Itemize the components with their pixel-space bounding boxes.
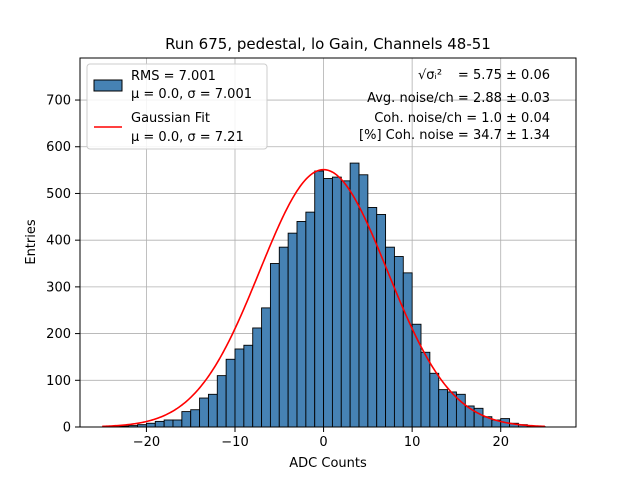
histogram-bar	[340, 180, 351, 428]
legend-label-rms: RMS = 7.001	[131, 69, 216, 84]
x-tick-label: −10	[221, 435, 248, 450]
histogram-bar	[393, 256, 404, 428]
y-tick-label: 100	[46, 374, 71, 389]
annotation-avg-noise: Avg. noise/ch = 2.88 ± 0.03	[367, 91, 550, 106]
histogram-bar	[243, 344, 254, 428]
legend: RMS = 7.001 μ = 0.0, σ = 7.001 Gaussian …	[86, 63, 268, 150]
histogram-bar	[163, 419, 174, 428]
histogram-bar	[199, 397, 209, 428]
histogram-bar	[225, 358, 236, 428]
x-tick-label: 20	[492, 435, 509, 450]
annotation-sqrt-sigma: √σᵢ² = 5.75 ± 0.06	[418, 68, 550, 83]
histogram-bar	[252, 327, 263, 428]
histogram-bar	[402, 272, 413, 428]
x-tick-label: −20	[133, 435, 160, 450]
histogram-bar	[331, 176, 342, 428]
x-axis-label: ADC Counts	[289, 456, 367, 471]
histogram-bar	[190, 409, 201, 428]
y-tick-label: 300	[46, 280, 71, 295]
plot-frame	[79, 57, 577, 428]
histogram-bar	[314, 170, 325, 428]
histogram-bar	[278, 246, 289, 428]
chart-title: Run 675, pedestal, lo Gain, Channels 48-…	[165, 35, 491, 53]
noise-annotations: √σᵢ² = 5.75 ± 0.06 Avg. noise/ch = 2.88 …	[359, 68, 550, 143]
x-tick-label: 0	[319, 435, 327, 450]
y-tick-label: 0	[63, 421, 71, 436]
histogram-bar	[154, 420, 165, 428]
annotation-coh-noise-percent: [%] Coh. noise = 34.7 ± 1.34	[359, 128, 550, 143]
histogram-bar	[358, 174, 369, 428]
y-tick-label: 700	[46, 94, 71, 109]
histogram-bars	[110, 162, 546, 428]
legend-swatch-histogram	[93, 79, 123, 92]
histogram-bar	[323, 178, 333, 428]
histogram-bar	[287, 232, 298, 428]
histogram-bar	[261, 307, 271, 428]
histogram-bar	[216, 375, 227, 428]
annotation-coh-noise: Coh. noise/ch = 1.0 ± 0.04	[374, 111, 550, 126]
x-tick-label: 10	[404, 435, 421, 450]
x-axis-ticks: −20 −10 0 10 20	[133, 427, 509, 450]
annotation-sqrt-symbol: √σᵢ²	[418, 68, 442, 83]
histogram-bar	[305, 211, 316, 428]
histogram-bar	[269, 263, 280, 428]
histogram-bar	[234, 348, 245, 428]
histogram-bar	[181, 411, 192, 428]
histogram-bar	[172, 419, 183, 428]
gaussian-fit-curve	[102, 168, 546, 428]
histogram-bar	[420, 351, 431, 428]
y-axis-label: Entries	[24, 219, 39, 265]
histogram-bar	[207, 393, 218, 428]
y-tick-label: 600	[46, 140, 71, 155]
y-axis-ticks: 0 100 200 300 400 500 600 700	[46, 94, 80, 436]
legend-box	[86, 63, 268, 150]
histogram-bar	[296, 221, 307, 428]
y-tick-label: 400	[46, 234, 71, 249]
histogram-bar	[385, 246, 395, 428]
histogram-bar	[429, 372, 440, 428]
legend-sublabel-rms: μ = 0.0, σ = 7.001	[131, 87, 252, 102]
y-tick-label: 500	[46, 187, 71, 202]
y-tick-label: 200	[46, 327, 71, 342]
annotation-sqrt-value: = 5.75 ± 0.06	[458, 68, 550, 83]
legend-label-fit: Gaussian Fit	[131, 111, 210, 126]
histogram-bar	[438, 389, 449, 428]
legend-sublabel-fit: μ = 0.0, σ = 7.21	[131, 130, 244, 145]
histogram-bar	[145, 422, 156, 428]
